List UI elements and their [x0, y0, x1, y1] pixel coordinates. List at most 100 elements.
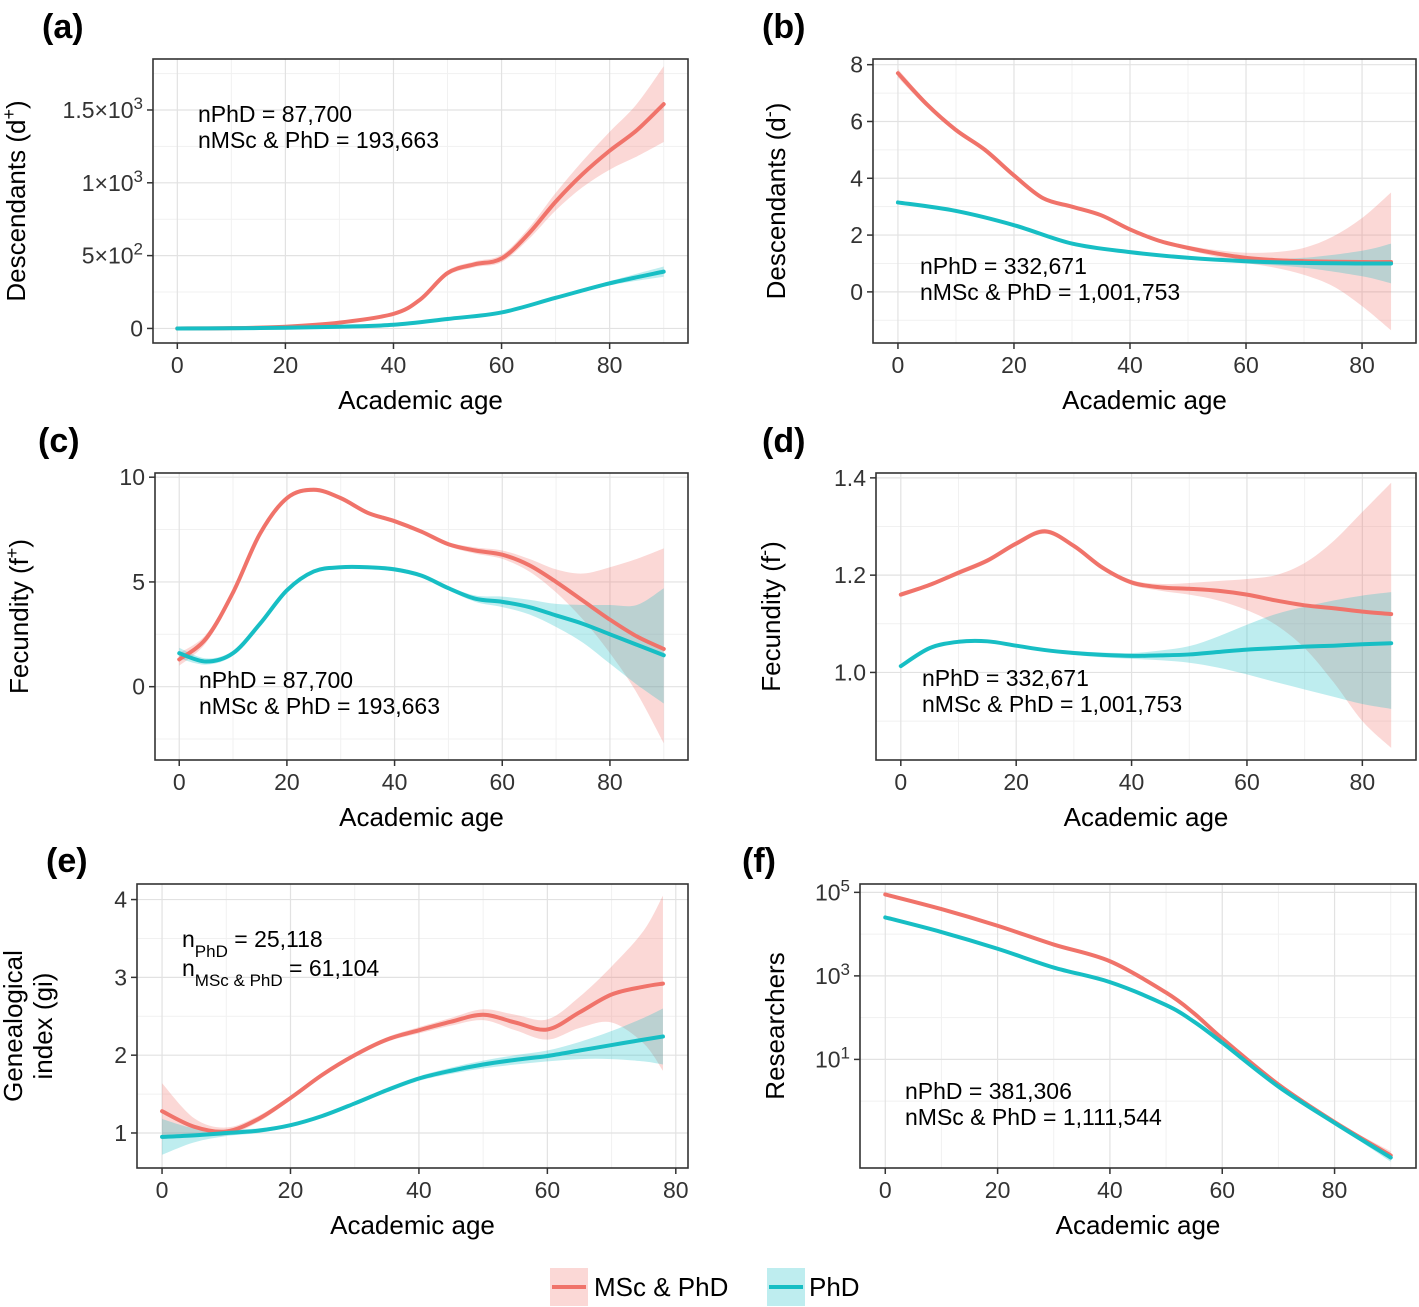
x-tick-label: 20 — [985, 1177, 1011, 1203]
y-tick-label: 4 — [850, 165, 863, 191]
x-tick-label: 40 — [1117, 352, 1143, 378]
plot-area — [160, 895, 665, 1155]
y-tick-label: 2 — [850, 222, 863, 248]
y-tick-label: 5 — [132, 569, 145, 595]
panel-label-d: (d) — [762, 422, 805, 460]
panel-e: 0 20 40 60 80 1 2 3 4 Academic age Genealogicalind… — [0, 883, 689, 1240]
x-tick-label: 40 — [1119, 769, 1145, 795]
confidence-band-msc-phd — [897, 68, 1392, 331]
x-axis-title: Academic age — [1064, 802, 1229, 832]
x-axis-title: Academic age — [1056, 1210, 1221, 1240]
plot-background — [876, 473, 1416, 760]
plot-area — [175, 66, 666, 331]
series-line-phd — [160, 1034, 665, 1139]
y-tick-label: 8 — [850, 52, 863, 78]
plot-background — [860, 884, 1416, 1168]
panel-label-c: (c) — [38, 422, 80, 460]
x-tick-label: 20 — [1003, 769, 1029, 795]
panel-label-b: (b) — [762, 8, 805, 46]
y-tick-label: 101 — [815, 1043, 850, 1073]
x-tick-label: 60 — [535, 1177, 561, 1203]
series-line-phd — [177, 564, 666, 664]
panel-d: 0 20 40 60 80 1.0 1.2 1.4 Academic age Fecundity … — [754, 465, 1417, 832]
sample-size-annotation: nMSc & PhD = 1,001,753 — [922, 691, 1182, 717]
sample-size-annotation: nMSc & PhD = 1,001,753 — [920, 279, 1180, 305]
x-tick-label: 0 — [173, 769, 186, 795]
x-tick-label: 80 — [1350, 769, 1376, 795]
y-tick-label: 5×102 — [82, 239, 143, 269]
legend-label: PhD — [809, 1272, 860, 1302]
y-axis-title: Descendants (d+) — [0, 100, 31, 301]
y-tick-label: 1.2 — [834, 562, 866, 588]
sample-size-annotation: nPhD = 332,671 — [920, 253, 1087, 279]
sample-size-annotation: nMSc & PhD = 61,104 — [182, 955, 379, 990]
x-tick-label: 60 — [489, 352, 515, 378]
x-tick-label: 0 — [171, 352, 184, 378]
y-axis-title: Fecundity (f-) — [754, 541, 786, 692]
y-tick-label: 1 — [114, 1120, 127, 1146]
plot-frame — [875, 472, 1417, 761]
y-tick-label: 10 — [119, 464, 145, 490]
plot-area — [898, 482, 1394, 748]
confidence-band-msc-phd — [177, 66, 664, 329]
confidence-band-phd — [900, 592, 1392, 709]
legend: MSc & PhD PhD — [550, 1268, 860, 1306]
y-tick-label: 3 — [114, 964, 127, 990]
panel-f: 0 20 40 60 80 101 103 105 Academic age Researcher… — [760, 876, 1417, 1240]
x-tick-label: 40 — [406, 1177, 432, 1203]
y-tick-label: 0 — [130, 315, 143, 341]
x-axis-title: Academic age — [1062, 385, 1227, 415]
confidence-band-msc-phd — [900, 482, 1392, 748]
plot-background — [873, 59, 1416, 343]
sample-size-annotation: nPhD = 25,118 — [182, 926, 323, 961]
x-tick-label: 20 — [273, 352, 299, 378]
x-tick-label: 80 — [1349, 352, 1375, 378]
x-tick-label: 60 — [1209, 1177, 1235, 1203]
y-axis-title: Fecundity (f+) — [2, 539, 34, 694]
x-tick-label: 0 — [879, 1177, 892, 1203]
x-tick-label: 40 — [381, 352, 407, 378]
sample-size-annotation: nPhD = 87,700 — [199, 667, 353, 693]
panel-label-f: (f) — [742, 842, 776, 880]
plot-area — [177, 487, 666, 744]
y-tick-label: 0 — [850, 279, 863, 305]
y-tick-label: 105 — [815, 876, 850, 906]
y-tick-label: 103 — [815, 959, 850, 989]
y-axis-title: Descendants (d-) — [759, 103, 791, 300]
sample-size-annotation: nMSc & PhD = 193,663 — [198, 127, 439, 153]
y-tick-label: 2 — [114, 1042, 127, 1068]
series-line-phd — [898, 638, 1394, 669]
x-tick-label: 60 — [1234, 769, 1260, 795]
y-tick-label: 1.4 — [834, 465, 866, 491]
x-tick-label: 60 — [1233, 352, 1259, 378]
series-line-msc-phd — [898, 529, 1394, 617]
sample-size-annotation: nPhD = 87,700 — [198, 101, 352, 127]
panel-b: 0 20 40 60 80 0 2 4 6 8 Academic age Descendants (d… — [759, 52, 1417, 415]
y-tick-label: 1×103 — [82, 166, 143, 196]
y-tick-label: 6 — [850, 108, 863, 134]
x-axis-title: Academic age — [338, 385, 503, 415]
sample-size-annotation: nMSc & PhD = 193,663 — [199, 693, 440, 719]
sample-size-annotation: nMSc & PhD = 1,111,544 — [905, 1104, 1162, 1130]
y-axis-title: Researchers — [760, 952, 790, 1099]
x-axis-title: Academic age — [339, 802, 504, 832]
series-line-phd — [895, 200, 1394, 266]
y-axis-title: Genealogicalindex (gi) — [0, 950, 58, 1102]
plot-frame — [872, 58, 1417, 344]
x-tick-label: 40 — [1097, 1177, 1123, 1203]
plot-frame — [152, 58, 689, 344]
x-tick-label: 0 — [892, 352, 905, 378]
panel-label-e: (e) — [46, 842, 88, 880]
x-tick-label: 0 — [156, 1177, 169, 1203]
legend-item-msc-phd: MSc & PhD — [550, 1268, 728, 1306]
confidence-band-msc-phd — [162, 895, 663, 1140]
plot-frame — [859, 883, 1417, 1169]
plot-background — [155, 473, 688, 760]
x-tick-label: 80 — [663, 1177, 689, 1203]
x-tick-label: 80 — [597, 352, 623, 378]
plot-area — [883, 892, 1393, 1162]
series-line-msc-phd — [160, 981, 665, 1134]
plot-frame — [136, 883, 689, 1169]
x-tick-label: 80 — [597, 769, 623, 795]
